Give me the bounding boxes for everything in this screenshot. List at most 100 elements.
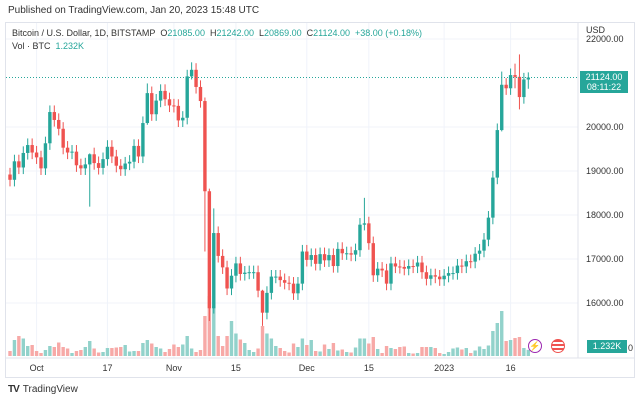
chart-legend: Bitcoin / U.S. Dollar, 1D, BITSTAMP O210… bbox=[12, 27, 422, 53]
volume-bar bbox=[371, 337, 375, 356]
candle-body bbox=[83, 164, 88, 169]
candle-body bbox=[172, 105, 176, 107]
volume-bar bbox=[269, 338, 274, 356]
candle-body bbox=[491, 177, 495, 218]
volume-bar bbox=[438, 353, 442, 356]
volume-bar bbox=[212, 306, 216, 356]
volume-bar bbox=[411, 353, 415, 356]
volume-bar bbox=[145, 340, 150, 356]
candle-body bbox=[327, 255, 331, 261]
volume-bar bbox=[238, 339, 243, 356]
volume-bar bbox=[504, 341, 508, 356]
open-value: 21085.00 bbox=[167, 28, 205, 38]
volume-bar bbox=[278, 348, 282, 356]
candle-body bbox=[79, 165, 83, 169]
volume-bar bbox=[172, 344, 176, 356]
us-flag-icon[interactable] bbox=[551, 339, 565, 353]
volume-bar bbox=[26, 346, 30, 356]
volume-bar bbox=[247, 350, 251, 356]
volume-bar bbox=[96, 352, 101, 356]
volume-bar bbox=[181, 344, 185, 356]
volume-bar bbox=[101, 352, 105, 356]
lightning-icon[interactable]: ⚡ bbox=[528, 339, 542, 353]
volume-bar bbox=[243, 343, 247, 356]
candle-body bbox=[26, 145, 30, 153]
candle-body bbox=[48, 112, 52, 144]
volume-bar bbox=[500, 311, 504, 356]
volume-bar bbox=[265, 333, 269, 356]
currency-label[interactable]: USD bbox=[586, 25, 606, 35]
candle-body bbox=[216, 233, 220, 256]
volume-bar bbox=[48, 346, 52, 356]
candle-body bbox=[74, 151, 79, 166]
candle-body bbox=[291, 283, 296, 294]
candle-body bbox=[455, 265, 460, 274]
candle-body bbox=[8, 174, 12, 180]
close-label: C bbox=[306, 28, 314, 38]
candle-body bbox=[446, 273, 451, 276]
price-tick-label: 22000.00 bbox=[586, 34, 624, 44]
volume-label: Vol · BTC bbox=[12, 41, 51, 51]
volume-bar bbox=[79, 350, 83, 356]
candle-body bbox=[176, 105, 181, 121]
volume-bar bbox=[203, 316, 207, 356]
volume-bar bbox=[287, 352, 291, 356]
candle-body bbox=[110, 146, 114, 157]
candle-body bbox=[251, 272, 256, 274]
candle-body bbox=[189, 69, 194, 77]
candle-body bbox=[411, 266, 415, 268]
volume-bar bbox=[522, 348, 526, 356]
candle-body bbox=[433, 275, 437, 277]
volume-bar bbox=[464, 348, 468, 356]
volume-bar bbox=[154, 347, 158, 356]
candle-body bbox=[229, 275, 234, 289]
candle-body bbox=[362, 223, 367, 225]
volume-bar bbox=[70, 353, 74, 356]
candle-body bbox=[145, 93, 150, 124]
candle-body bbox=[407, 266, 411, 269]
volume-bar bbox=[163, 352, 167, 356]
candle-body bbox=[371, 243, 375, 276]
candle-body bbox=[486, 217, 491, 240]
candle-body bbox=[500, 84, 504, 131]
volume-bar bbox=[61, 347, 65, 356]
candle-body bbox=[464, 261, 468, 267]
candle-body bbox=[61, 128, 65, 148]
candle-body bbox=[141, 123, 145, 157]
volume-bar bbox=[119, 347, 123, 356]
volume-bar bbox=[384, 346, 389, 356]
candle-body bbox=[21, 152, 25, 168]
candle-body bbox=[52, 112, 56, 120]
candle-body bbox=[442, 275, 446, 280]
candle-body bbox=[260, 290, 265, 313]
volume-bar bbox=[17, 336, 21, 356]
footer-logo[interactable]: TV TradingView bbox=[8, 384, 78, 395]
candle-body bbox=[389, 263, 393, 284]
volume-bar bbox=[451, 348, 455, 356]
candle-body bbox=[336, 248, 340, 267]
volume-bar bbox=[83, 347, 88, 356]
volume-bar bbox=[229, 321, 234, 356]
volume-bar bbox=[185, 336, 189, 356]
volume-bar bbox=[207, 296, 212, 356]
high-value: 21242.00 bbox=[216, 28, 255, 38]
candle-body bbox=[127, 161, 132, 164]
candle-body bbox=[114, 156, 119, 166]
volume-bar bbox=[57, 342, 61, 356]
volume-bar bbox=[495, 323, 499, 356]
volume-bar bbox=[176, 347, 181, 356]
candle-body bbox=[181, 117, 185, 121]
chart-frame[interactable] bbox=[5, 22, 635, 378]
volume-tag: 1.232K bbox=[587, 340, 627, 353]
volume-bar bbox=[251, 352, 256, 356]
volume-bar bbox=[331, 343, 336, 356]
volume-bar bbox=[344, 352, 349, 356]
candle-body bbox=[415, 262, 420, 267]
volume-bar bbox=[189, 348, 194, 356]
time-tick-label: Dec bbox=[299, 363, 316, 373]
candle-body bbox=[39, 157, 43, 169]
candle-body bbox=[340, 248, 344, 254]
volume-bar bbox=[442, 354, 446, 356]
candle-body bbox=[158, 90, 163, 101]
